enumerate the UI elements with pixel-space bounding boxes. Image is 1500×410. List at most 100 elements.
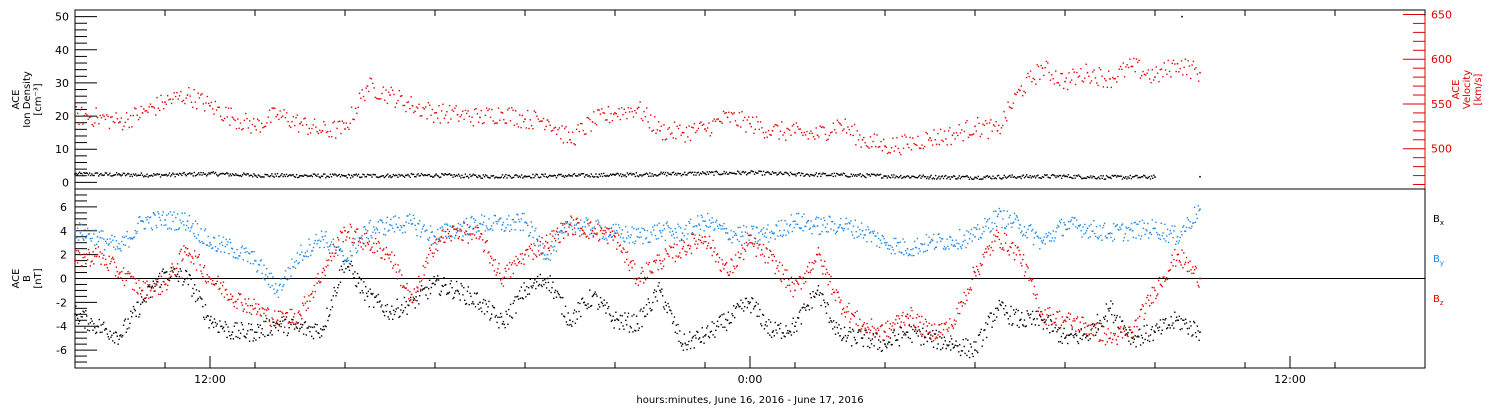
b-series-bx-point [779,328,781,330]
b-series-bz-point [333,255,335,258]
velocity-series-point [871,146,873,148]
b-series-bx-point [743,305,746,308]
b-series-bz-point [126,272,128,275]
density-series-point [1005,177,1008,179]
b-series-bz-point [275,322,278,324]
b-series-by-point [770,237,772,239]
b-series-bx-point [324,325,326,327]
b-series-bx-point [394,310,397,313]
b-series-by-point [742,235,744,237]
velocity-series-point [210,101,213,104]
density-series-point [691,171,694,173]
density-series-point [648,175,650,177]
b-series-by-point [304,252,307,254]
velocity-series-point [1052,78,1054,80]
b-series-bz-point [325,266,327,268]
b-series-bx-point [381,304,383,306]
density-series-point [1051,173,1054,176]
density-series-point [968,178,971,180]
b-series-by-point [711,217,713,219]
b-series-bx-point [162,268,164,270]
density-series-point [966,175,968,177]
b-series-bz-point [351,241,353,244]
velocity-series-point [1086,71,1089,74]
density-series-point [1040,177,1043,180]
b-series-by-point [549,259,551,261]
b-series-by-point [492,222,495,224]
density-series-point [878,174,881,176]
velocity-series-point [1110,86,1113,89]
velocity-series-point [941,139,943,141]
b-series-by-point [1117,228,1119,231]
b-series-by-point [813,224,815,226]
density-series-point [171,174,173,176]
b-series-bx-point [831,321,833,323]
b-series-bz-point [237,298,239,301]
b-series-bz-point [861,325,864,328]
b-series-bx-point [371,293,373,296]
velocity-series-point [1074,83,1077,86]
b-series-bz-point [495,274,497,276]
velocity-series-point [304,117,306,119]
b-series-bx-point [554,291,556,294]
b-series-bx-point [671,312,673,315]
b-series-bx-point [623,328,625,330]
b-series-bz-point [408,298,410,300]
b-series-by-point [1101,239,1103,242]
density-series-point [1003,174,1005,177]
b-series-by-point [1170,232,1172,234]
b-series-by-point [872,232,874,234]
density-series-point [1030,177,1032,179]
velocity-series-point [435,112,438,114]
density-series-point [1149,178,1152,180]
b-series-bx-point [447,292,450,295]
velocity-series-point [1016,91,1019,94]
top-right-tick-label: 650 [1431,8,1452,21]
b-series-bx-point [345,267,347,270]
velocity-series-point [710,132,713,134]
b-series-bx-point [205,316,208,319]
density-series-point [563,176,566,178]
b-series-bz-point [306,300,308,302]
density-series-point [362,173,364,176]
density-series-point [1110,177,1112,180]
b-series-by-point [911,254,913,257]
b-series-bx-point [529,278,532,281]
b-series-bx-point [908,324,910,327]
density-series-point [210,171,212,174]
b-series-by-point [839,224,841,226]
density-series-point [1125,176,1127,178]
b-series-bx-point [243,335,245,337]
b-series-bx-point [806,304,809,306]
density-series-point [155,174,157,176]
b-series-by-point [664,239,667,242]
density-series-point [115,172,118,174]
density-series-point [802,172,804,175]
density-series-point [942,177,945,180]
b-series-by-point [421,228,424,230]
b-series-by-point [592,236,595,238]
b-series-by-point [221,241,223,244]
b-series-by-point [1163,238,1165,240]
b-series-bz-point [283,315,285,318]
b-series-bx-point [681,343,684,345]
b-series-bx-point [193,292,195,295]
b-series-bx-point [927,333,929,335]
b-series-by-point [944,248,946,251]
b-series-by-point [484,230,487,232]
b-series-bx-point [410,296,412,299]
b-series-by-point [375,227,378,229]
b-series-by-point [846,223,848,225]
b-series-bx-point [634,329,636,332]
b-series-by-point [1052,230,1054,232]
b-series-bx-point [609,314,612,317]
density-series-point [627,174,630,176]
density-series-point [768,172,770,174]
b-series-by-point [214,245,217,248]
density-series-point [250,174,253,177]
b-series-by-point [672,233,675,235]
b-series-by-point [1050,240,1053,242]
b-series-by-point [865,229,867,231]
b-series-bx-point [815,292,817,294]
b-series-bz-point [343,226,345,229]
